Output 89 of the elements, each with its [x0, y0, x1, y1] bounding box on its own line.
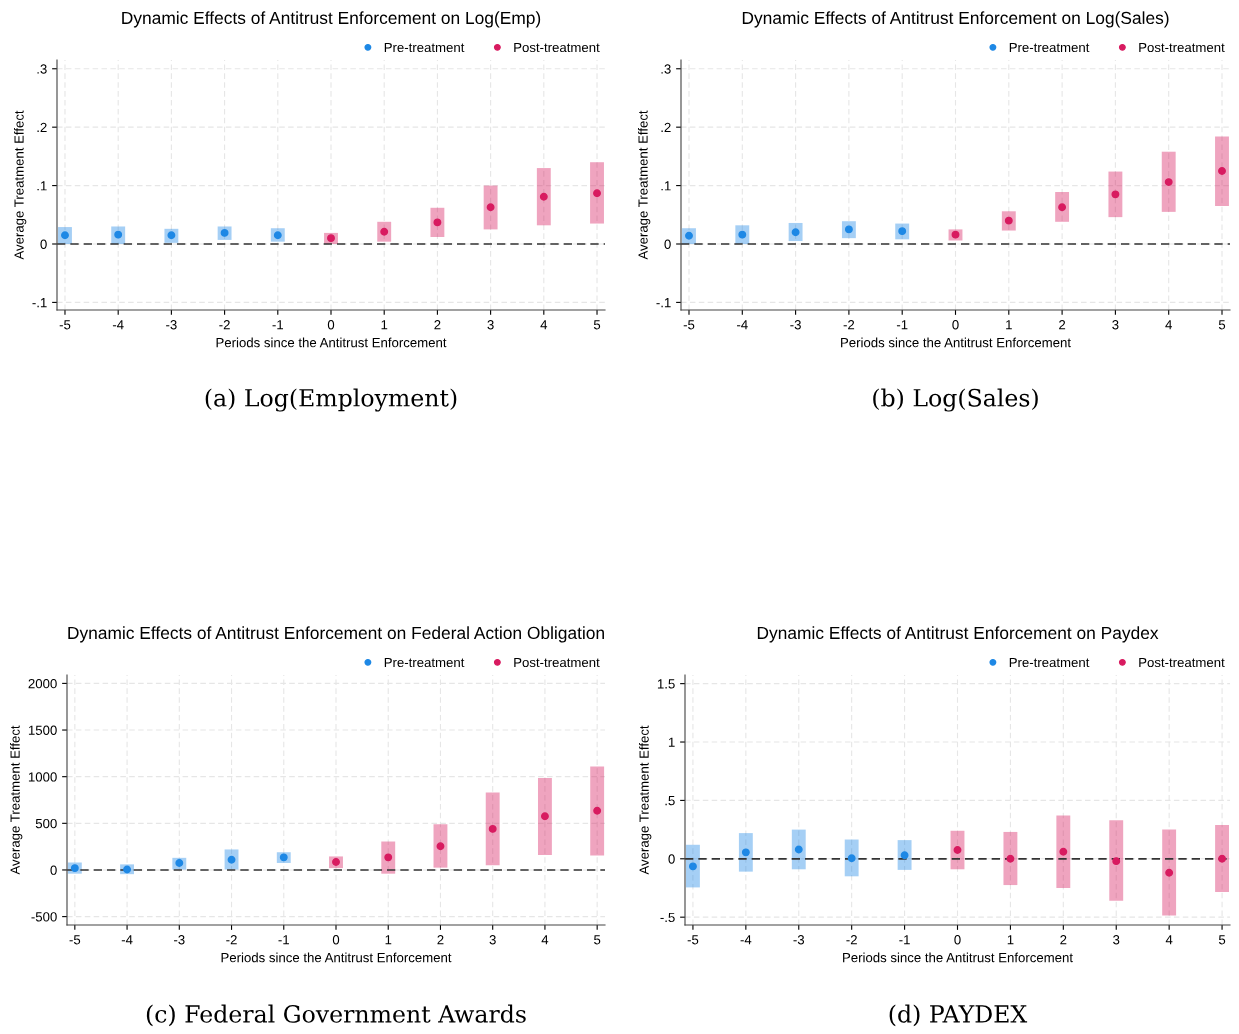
- legend-label: Pre-treatment: [1009, 657, 1090, 668]
- y-tick-label: 0: [40, 239, 47, 249]
- x-tick-label: -3: [174, 935, 185, 945]
- x-tick-label: 0: [954, 935, 961, 945]
- x-tick-label: -5: [69, 935, 81, 945]
- x-tick-label: -2: [219, 320, 230, 330]
- x-tick-label: -1: [899, 935, 910, 945]
- x-tick-label: 4: [1165, 935, 1173, 945]
- y-tick-label: -.5: [660, 912, 675, 923]
- y-tick-label: 2000: [28, 678, 57, 689]
- x-tick-label: -1: [272, 320, 284, 330]
- legend-label: Pre-treatment: [384, 42, 465, 53]
- x-tick-label: 1: [381, 320, 388, 330]
- y-axis-title: Average Treatment Effect: [639, 725, 652, 875]
- y-tick-label: .3: [661, 64, 671, 74]
- x-tick-label: 0: [327, 320, 335, 330]
- y-axis-title: Average Treatment Effect: [10, 725, 23, 875]
- y-tick-label: -.1: [32, 298, 47, 308]
- x-tick-label: 5: [1218, 320, 1226, 330]
- y-tick-label: -.1: [656, 298, 671, 308]
- x-tick-label: -2: [843, 320, 855, 330]
- x-tick-label: -5: [683, 320, 695, 330]
- x-tick-label: -3: [793, 935, 805, 945]
- text: (d) PAYDEX: [889, 1004, 1028, 1027]
- y-tick-label: 1000: [28, 772, 57, 782]
- y-tick-label: 1: [668, 737, 675, 747]
- x-tick-label: 2: [434, 320, 441, 330]
- x-axis-title: Periods since the Antitrust Enforcement: [216, 337, 447, 348]
- y-tick-label: 500: [35, 818, 57, 829]
- x-tick-label: 3: [487, 320, 494, 330]
- y-tick-label: .1: [37, 181, 47, 191]
- x-tick-label: -1: [896, 320, 908, 330]
- x-tick-label: -1: [278, 935, 289, 945]
- y-tick-label: 1.5: [657, 679, 675, 689]
- y-tick-label: .5: [665, 796, 675, 806]
- chart-title: Dynamic Effects of Antitrust Enforcement on Log(Sales): [742, 11, 1169, 28]
- x-axis-title: Periods since the Antitrust Enforcement: [843, 952, 1073, 963]
- x-tick-label: -4: [737, 320, 748, 330]
- x-tick-label: 5: [1218, 935, 1226, 945]
- x-axis-title: Periods since the Antitrust Enforcement: [841, 337, 1071, 348]
- y-tick-label: .1: [661, 181, 671, 191]
- legend-label: Post-treatment: [514, 657, 600, 668]
- y-tick-label: -500: [31, 912, 57, 922]
- x-tick-label: 2: [1060, 935, 1067, 945]
- x-tick-label: 3: [489, 935, 496, 945]
- legend-label: Pre-treatment: [384, 657, 465, 668]
- y-tick-label: 0: [668, 854, 675, 864]
- y-tick-label: .2: [661, 122, 671, 132]
- x-tick-label: 4: [540, 320, 548, 330]
- x-tick-label: -4: [121, 935, 133, 945]
- chart-title: Dynamic Effects of Antitrust Enforcement on Paydex: [757, 626, 1159, 643]
- x-tick-label: -5: [59, 320, 71, 330]
- x-tick-label: -2: [226, 935, 237, 945]
- y-tick-label: 0: [50, 865, 57, 875]
- x-tick-label: 0: [952, 320, 959, 330]
- x-tick-label: 2: [437, 935, 444, 945]
- x-axis-title: Periods since the Antitrust Enforcement: [221, 952, 452, 963]
- legend-label: Post-treatment: [1139, 657, 1225, 668]
- x-tick-label: -4: [740, 935, 752, 945]
- y-tick-label: .3: [37, 64, 47, 74]
- y-tick-label: .2: [37, 122, 47, 132]
- x-tick-label: 3: [1112, 320, 1119, 330]
- x-tick-label: -3: [166, 320, 177, 330]
- x-tick-label: 5: [593, 320, 601, 330]
- x-tick-label: -3: [790, 320, 801, 330]
- x-tick-label: 4: [541, 935, 549, 945]
- x-tick-label: -4: [112, 320, 124, 330]
- x-tick-label: 0: [332, 935, 340, 945]
- x-tick-label: 5: [594, 935, 601, 945]
- x-tick-label: 3: [1113, 935, 1120, 945]
- chart-title: Dynamic Effects of Antitrust Enforcement on Federal Action Obligation: [68, 626, 604, 643]
- text: (a) Log(Employment): [205, 388, 457, 412]
- x-tick-label: 1: [385, 935, 392, 945]
- x-tick-label: -5: [687, 935, 699, 945]
- x-tick-label: 1: [1007, 935, 1014, 945]
- legend-label: Pre-treatment: [1009, 42, 1090, 53]
- y-axis-title: Average Treatment Effect: [14, 110, 27, 260]
- text: (c) Federal Government Awards: [146, 1004, 526, 1027]
- legend-label: Post-treatment: [1139, 42, 1225, 53]
- text: (b) Log(Sales): [873, 388, 1038, 412]
- y-tick-label: 0: [664, 239, 671, 249]
- x-tick-label: 2: [1059, 320, 1066, 330]
- legend-label: Post-treatment: [514, 42, 600, 53]
- y-axis-title: Average Treatment Effect: [638, 110, 651, 260]
- x-tick-label: -2: [846, 935, 857, 945]
- y-tick-label: 1500: [28, 725, 57, 735]
- x-tick-label: 4: [1165, 320, 1172, 330]
- x-tick-label: 1: [1006, 320, 1012, 330]
- chart-title: Dynamic Effects of Antitrust Enforcement on Log(Emp): [122, 11, 541, 28]
